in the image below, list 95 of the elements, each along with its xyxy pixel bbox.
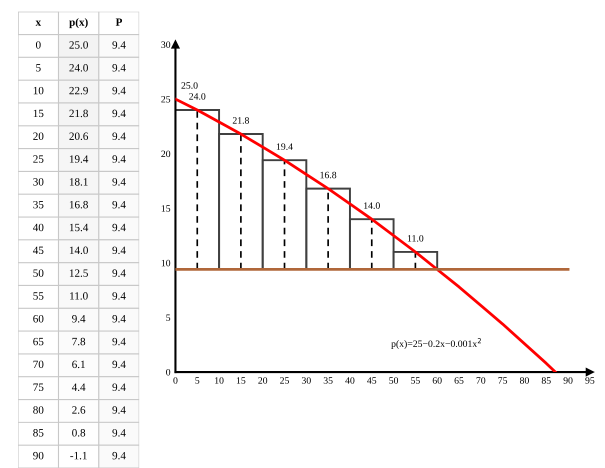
annotation: 21.8	[232, 117, 250, 124]
y-tick-label: 45	[32, 246, 44, 254]
x-tick-label: 90	[564, 377, 573, 384]
y-tick-label: 70	[33, 360, 44, 368]
x-tick-label: 40	[345, 377, 354, 384]
x-tick-label: 35	[324, 377, 333, 384]
data-label: 4.4	[72, 384, 86, 391]
data-label: 25.0	[69, 41, 88, 49]
data-label: 9.4	[112, 452, 126, 460]
x-tick-label: 5	[195, 377, 200, 384]
data-label: 0.8	[72, 429, 86, 437]
y-tick-label: 35	[33, 200, 44, 208]
x-tick-label: 30	[302, 377, 311, 384]
data-label: 9.4	[112, 406, 126, 414]
x-tick-label: 75	[498, 377, 508, 384]
x-tick-label: 45	[367, 377, 376, 384]
x-tick-label: 15	[236, 377, 246, 384]
x-tick-label: 85	[542, 377, 551, 384]
annotation: 14.0	[364, 202, 380, 209]
data-label: 9.4	[112, 200, 126, 208]
data-label: 9.4	[112, 110, 126, 118]
x-tick-label: 60	[432, 377, 442, 384]
data-label: 9.4	[112, 224, 126, 232]
y-tick-label: 30	[33, 178, 44, 186]
data-label: 9.4	[112, 86, 126, 94]
y-tick-label: 80	[33, 406, 44, 414]
y-tick-label: 0	[36, 41, 41, 49]
y-tick-label: 40	[32, 224, 44, 232]
data-label: 9.4	[112, 360, 126, 368]
annotation: 24.0	[189, 93, 206, 100]
data-label: 9.4	[112, 315, 126, 323]
data-label: 9.4	[112, 155, 126, 163]
data-label: 9.4	[112, 41, 126, 49]
data-label: 16.8	[70, 200, 88, 208]
y-tick-label: 10	[34, 86, 44, 94]
y-tick-label: 0	[166, 368, 170, 376]
annotation: 19.4	[276, 143, 293, 150]
data-label: 24.0	[69, 64, 88, 72]
y-tick-label: 50	[33, 269, 44, 277]
data-label: 19.4	[70, 155, 88, 163]
x-tick-label: 50	[389, 377, 398, 384]
data-label: 9.4	[112, 178, 126, 186]
y-tick-label: 5	[36, 64, 41, 72]
data-label: 14.0	[70, 246, 88, 254]
data-label: 9.4	[72, 315, 86, 323]
data-label: 22.9	[69, 86, 88, 94]
y-tick-label: 25	[161, 96, 170, 103]
data-label: 6.1	[72, 360, 85, 368]
annotation: 16.8	[320, 172, 336, 178]
data-label: 9.4	[112, 269, 126, 277]
y-tick-label: 25	[33, 155, 44, 163]
data-label: 9.4	[112, 429, 126, 437]
y-tick-label: 5	[166, 314, 170, 321]
data-label: 9.4	[112, 246, 126, 254]
x-tick-label: 20	[258, 377, 268, 384]
data-label: 9.4	[112, 383, 126, 391]
y-tick-label: 10	[162, 260, 170, 266]
annotation: 25.0	[181, 82, 198, 89]
data-label: 9.4	[112, 292, 126, 300]
x-tick-label: P	[116, 18, 122, 26]
data-label: 11.0	[70, 292, 88, 300]
annotation: p(x)=25−0.2x−0.001x$^{2}$	[391, 338, 481, 349]
y-tick-label: 15	[34, 110, 44, 118]
data-label: 21.8	[69, 110, 88, 118]
y-tick-label: 15	[162, 205, 170, 212]
data-label: 9.4	[112, 338, 126, 346]
annotation: 11.0	[408, 235, 424, 242]
data-label: 15.4	[70, 224, 88, 232]
y-tick-label: 75	[33, 384, 44, 391]
y-tick-label: 20	[33, 132, 44, 140]
data-label: 9.4	[112, 64, 126, 72]
y-tick-label: 30	[161, 41, 170, 48]
data-label: 7.8	[72, 338, 86, 346]
data-label: -1.1	[70, 452, 87, 460]
y-tick-label: 65	[33, 338, 44, 346]
x-tick-label: 95	[585, 377, 594, 384]
x-tick-label: 10	[215, 377, 224, 384]
data-label: 20.6	[69, 132, 88, 140]
x-tick-label: p(x)	[69, 18, 88, 28]
data-label: 2.6	[72, 406, 86, 414]
y-tick-label: 60	[33, 314, 44, 322]
x-tick-label: 70	[476, 377, 486, 384]
y-tick-label: 85	[33, 429, 44, 437]
y-tick-label: 20	[161, 150, 170, 158]
x-tick-label: 0	[173, 377, 178, 384]
data-label: 18.1	[70, 178, 88, 186]
x-tick-label: 55	[411, 377, 420, 384]
x-tick-label: 25	[280, 377, 289, 384]
y-tick-label: 90	[33, 452, 44, 460]
x-tick-label: 80	[520, 377, 529, 384]
data-label: 9.4	[112, 132, 126, 140]
y-axis-title: x	[36, 20, 42, 26]
data-label: 12.5	[70, 269, 88, 277]
y-tick-label: 55	[33, 292, 44, 300]
x-tick-label: 65	[454, 377, 464, 384]
